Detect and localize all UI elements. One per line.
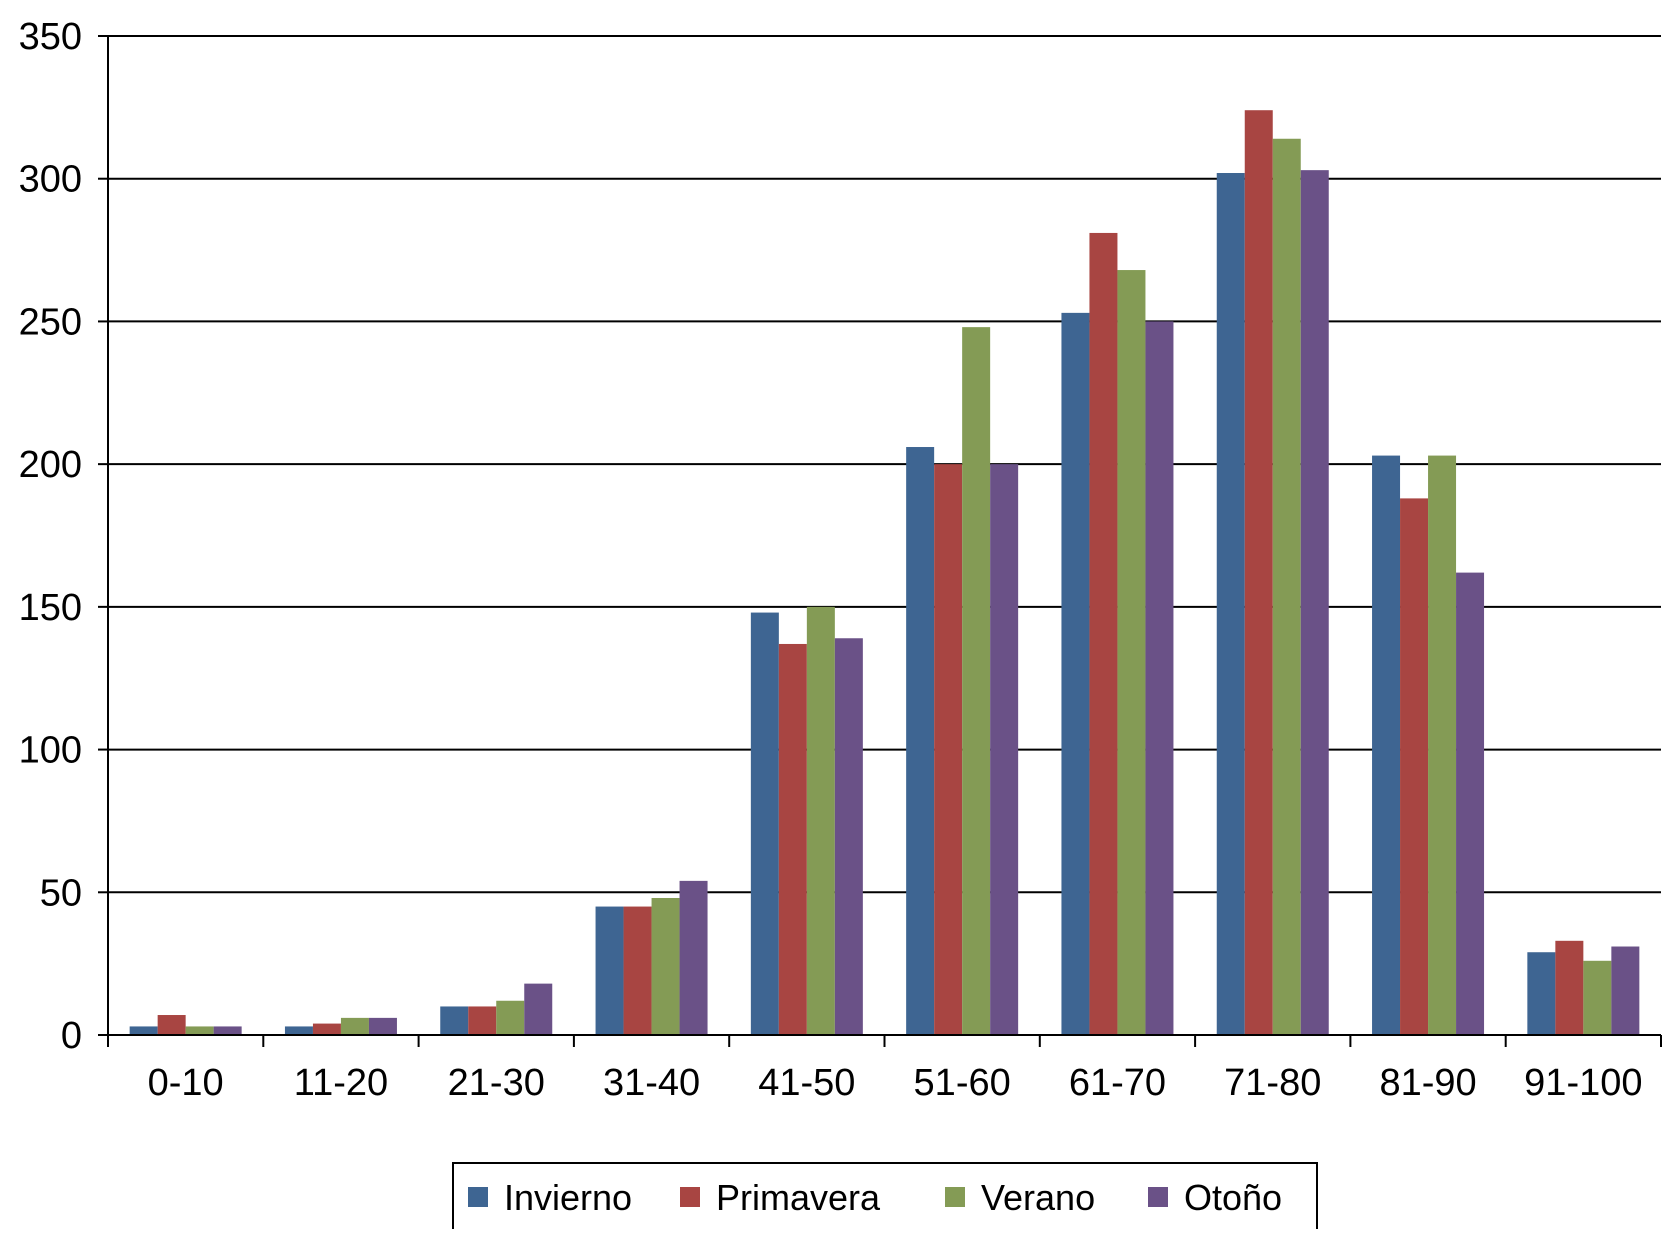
legend-swatch-invierno: [468, 1187, 488, 1207]
y-tick-label: 250: [19, 301, 82, 343]
x-tick-label: 81-90: [1379, 1062, 1476, 1104]
bar-verano-21-30: [496, 1000, 525, 1035]
bar-verano-91-100: [1583, 960, 1612, 1035]
bar-primavera-51-60: [934, 464, 963, 1036]
bar-primavera-0-10: [157, 1015, 186, 1035]
bar-invierno-61-70: [1061, 312, 1090, 1035]
legend-label-otoño: Otoño: [1184, 1177, 1282, 1218]
bar-verano-71-80: [1272, 138, 1301, 1036]
x-tick-label: 61-70: [1069, 1062, 1166, 1104]
legend-label-verano: Verano: [981, 1177, 1095, 1218]
bar-primavera-81-90: [1400, 498, 1429, 1035]
bar-otoño-51-60: [990, 464, 1019, 1036]
x-tick-label: 21-30: [448, 1062, 545, 1104]
bar-primavera-61-70: [1089, 232, 1118, 1036]
bar-otoño-81-90: [1456, 572, 1485, 1035]
bar-verano-11-20: [340, 1017, 369, 1035]
x-tick-label: 91-100: [1524, 1062, 1642, 1104]
bar-invierno-71-80: [1216, 173, 1245, 1035]
y-tick-label: 300: [19, 159, 82, 201]
bar-invierno-41-50: [750, 612, 779, 1035]
y-axis-ticks: 0 50 100 150 200 250 300 350: [19, 16, 82, 1057]
bar-verano-61-70: [1117, 270, 1146, 1036]
legend-label-invierno: Invierno: [504, 1177, 632, 1218]
bar-otoño-91-100: [1611, 946, 1640, 1035]
legend-label-primavera: Primavera: [716, 1177, 881, 1218]
x-tick-label: 11-20: [294, 1062, 388, 1104]
bar-invierno-31-40: [595, 906, 624, 1035]
x-tick-label: 31-40: [603, 1062, 700, 1104]
y-tick-label: 150: [19, 587, 82, 629]
bar-otoño-61-70: [1145, 321, 1174, 1035]
bar-otoño-0-10: [213, 1026, 242, 1035]
legend-swatch-primavera: [680, 1187, 700, 1207]
bar-invierno-11-20: [284, 1026, 313, 1035]
x-axis-ticks: 0-10 11-20 21-30 31-40 41-50 51-60 61-70 71-80 8…: [148, 1062, 1643, 1104]
bar-otoño-31-40: [679, 880, 708, 1035]
bar-primavera-41-50: [778, 643, 807, 1035]
legend-box: [452, 1162, 1318, 1232]
y-tick-label: 0: [61, 1015, 82, 1057]
legend: Invierno Primavera Verano Otoño: [452, 1162, 1318, 1232]
axes: [98, 35, 1662, 1047]
bar-verano-31-40: [651, 897, 680, 1035]
y-tick-label: 200: [19, 444, 82, 486]
bar-invierno-81-90: [1372, 455, 1401, 1036]
bars: [129, 110, 1640, 1036]
bar-primavera-11-20: [312, 1023, 341, 1035]
bar-primavera-21-30: [468, 1006, 497, 1035]
bar-verano-81-90: [1428, 455, 1457, 1036]
x-tick-label: 71-80: [1224, 1062, 1321, 1104]
bar-primavera-31-40: [623, 906, 652, 1035]
bar-verano-41-50: [806, 606, 835, 1035]
bar-verano-0-10: [185, 1026, 214, 1035]
bar-otoño-21-30: [524, 983, 553, 1035]
bar-otoño-11-20: [368, 1017, 397, 1035]
x-tick-label: 0-10: [148, 1062, 224, 1104]
bar-invierno-51-60: [906, 447, 935, 1035]
bar-invierno-0-10: [129, 1026, 158, 1035]
x-tick-label: 41-50: [758, 1062, 855, 1104]
bar-primavera-91-100: [1555, 940, 1584, 1035]
gridlines: [108, 35, 1661, 894]
legend-swatch-otoño: [1148, 1187, 1168, 1207]
bar-otoño-41-50: [834, 638, 863, 1035]
bar-otoño-71-80: [1300, 170, 1329, 1035]
bar-invierno-91-100: [1527, 952, 1556, 1035]
x-tick-label: 51-60: [914, 1062, 1011, 1104]
bar-invierno-21-30: [440, 1006, 469, 1035]
bar-verano-51-60: [962, 327, 991, 1035]
y-tick-label: 50: [40, 872, 82, 914]
y-tick-label: 100: [19, 730, 82, 772]
legend-swatch-verano: [945, 1187, 965, 1207]
bar-primavera-71-80: [1244, 110, 1273, 1035]
y-tick-label: 350: [19, 16, 82, 58]
